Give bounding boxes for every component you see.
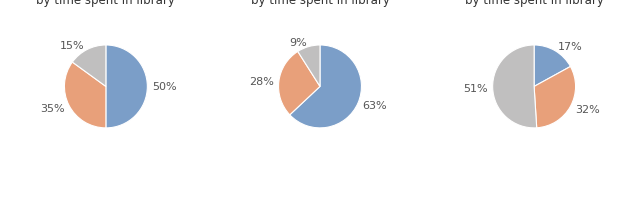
Title: Proportion of undergraduates
by time spent in library: Proportion of undergraduates by time spe… [233, 0, 407, 7]
Text: 50%: 50% [152, 82, 177, 92]
Wedge shape [534, 46, 570, 87]
Text: 15%: 15% [60, 41, 85, 51]
Text: 35%: 35% [40, 103, 65, 113]
Title: Proportion of all students
by time spent in library: Proportion of all students by time spent… [31, 0, 180, 7]
Text: 63%: 63% [363, 100, 387, 110]
Text: 51%: 51% [463, 83, 488, 93]
Text: 28%: 28% [249, 76, 274, 86]
Wedge shape [298, 46, 320, 87]
Wedge shape [65, 63, 106, 128]
Text: 32%: 32% [575, 104, 600, 114]
Wedge shape [493, 46, 537, 128]
Wedge shape [534, 67, 575, 128]
Wedge shape [72, 46, 106, 87]
Text: 17%: 17% [557, 42, 582, 52]
Wedge shape [278, 52, 320, 115]
Text: 9%: 9% [289, 38, 307, 48]
Wedge shape [106, 46, 147, 128]
Wedge shape [290, 46, 362, 128]
Title: Proportion of postgraduates
by time spent in library: Proportion of postgraduates by time spen… [451, 0, 617, 7]
